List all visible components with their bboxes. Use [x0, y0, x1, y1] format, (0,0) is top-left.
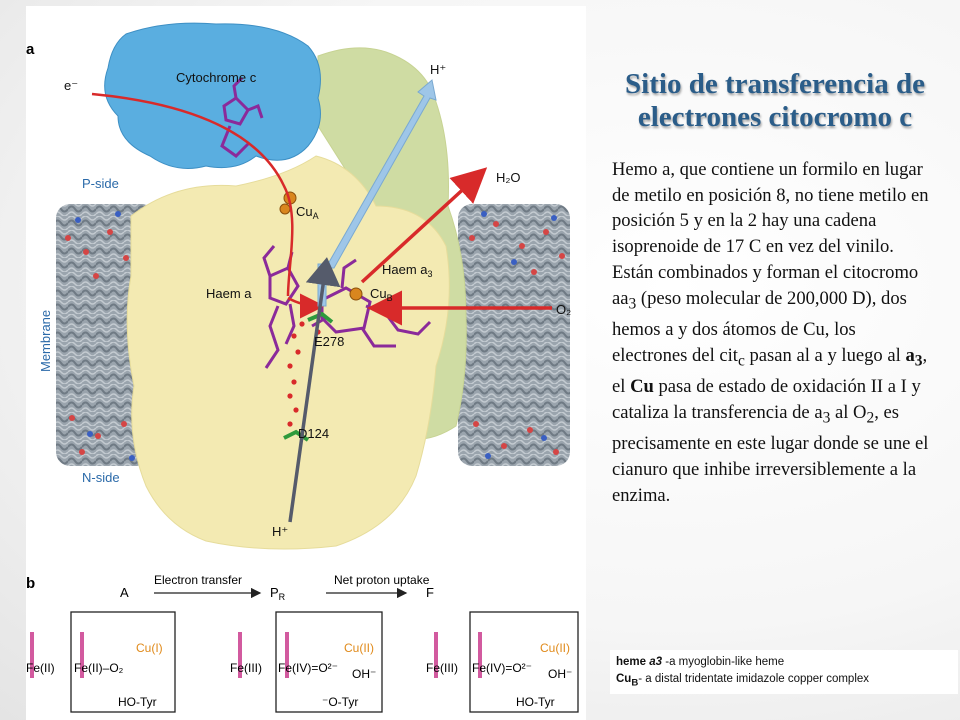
state-pr-label: PR: [270, 585, 286, 602]
d124-residue: [283, 429, 310, 442]
electron-label: e⁻: [64, 78, 78, 93]
state-f-tyr: HO-Tyr: [516, 695, 555, 709]
cu-b-atom: [349, 287, 363, 301]
cytochrome-c-blob: [104, 22, 321, 169]
e278-label: E278: [314, 334, 344, 349]
legend-box: heme a3 -a myoglobin-like heme CuB- a di…: [610, 650, 958, 694]
heme-a3: [311, 258, 432, 348]
o2-label: O₂: [556, 302, 571, 317]
legend-cub-bold: Cu: [616, 673, 632, 685]
body-p5-sub: 3: [822, 409, 831, 427]
body-paragraph: Hemo a, que contiene un formilo en lugar…: [612, 157, 932, 508]
h2o-arrow: [360, 167, 488, 284]
legend-heme-rest: -a myoglobin-like heme: [662, 656, 785, 668]
body-p6-sub: 2: [866, 409, 875, 427]
state-f-fe-mid: Fe(IV)=O²⁻: [472, 661, 532, 675]
body-p1: Hemo a, que contiene un formilo en lugar…: [612, 159, 929, 309]
substrate-proton-arrow: [288, 257, 341, 523]
electron-transfer-label: Electron transfer: [154, 573, 242, 587]
body-p3-bold-sub: 3: [914, 352, 923, 370]
body-p3: pasan al a y luego al: [744, 344, 906, 366]
figure-svg: a e⁻ Cytochrome c H⁺ H₂O P-side CuA Haem…: [26, 22, 579, 713]
legend-cub-sub: B: [631, 677, 639, 689]
legend-row-heme: heme a3 -a myoglobin-like heme: [616, 656, 784, 668]
legend-heme-italic: a3: [649, 656, 663, 668]
net-proton-uptake-label: Net proton uptake: [334, 573, 430, 587]
cu-a-label: CuA: [296, 204, 319, 221]
state-pr-tyr: ⁻O-Tyr: [322, 695, 358, 709]
panel-b-label: b: [26, 575, 35, 592]
state-a-fe-left: Fe(II): [26, 661, 55, 675]
slide-title-line2: electrones citocromo c: [637, 101, 913, 133]
state-a-cu: Cu(I): [136, 641, 163, 655]
state-box-pr: Fe(III) Fe(IV)=O²⁻ Cu(II) OH⁻ ⁻O-Tyr: [230, 611, 383, 713]
legend-heme-bold: heme: [616, 656, 650, 668]
state-pr-oh: OH⁻: [352, 667, 376, 681]
body-p4-bold: Cu: [630, 376, 654, 398]
state-a-tyr: HO-Tyr: [118, 695, 157, 709]
body-p3-bold: a: [905, 344, 915, 366]
cu-b-label: CuB: [370, 286, 393, 303]
n-side-label: N-side: [82, 470, 120, 485]
haem-a3-label: Haem a3: [382, 262, 433, 279]
h-plus-bottom-label: H⁺: [272, 524, 288, 539]
body-p7: , es precisamente en este lugar donde se…: [612, 401, 929, 506]
body-p1-sub: 3: [628, 295, 637, 313]
body-p6: al O: [830, 401, 867, 423]
proton-path-dots: [287, 321, 321, 427]
state-pr-fe-left: Fe(III): [230, 661, 262, 675]
body-p2-sub: c: [737, 352, 745, 370]
cytochrome-c-heme: [220, 76, 264, 158]
cytochrome-oxidase-figure: a e⁻ Cytochrome c H⁺ H₂O P-side CuA Haem…: [26, 6, 586, 720]
slide-title: Sitio de transferencia de electrones cit…: [590, 68, 960, 134]
cu-a-atom-2: [279, 203, 291, 215]
h2o-label: H₂O: [496, 170, 521, 185]
d124-label: D124: [298, 426, 329, 441]
legend-cub-rest: - a distal tridentate imidazole copper c…: [638, 673, 870, 685]
state-f-fe-left: Fe(III): [426, 661, 458, 675]
electron-path: [91, 92, 294, 297]
state-box-f: Fe(III) Fe(IV)=O²⁻ Cu(II) OH⁻ HO-Tyr: [426, 611, 579, 713]
state-f-label: F: [426, 585, 434, 600]
state-pr-fe-mid: Fe(IV)=O²⁻: [278, 661, 338, 675]
state-f-oh: OH⁻: [548, 667, 572, 681]
state-a-label: A: [120, 585, 129, 600]
electron-path-to-a3: [287, 293, 325, 319]
p-side-label: P-side: [82, 176, 119, 191]
state-a-fe-mid: Fe(II)–O₂: [74, 661, 124, 675]
panel-a-label: a: [26, 41, 35, 58]
membrane-label: Membrane: [38, 310, 53, 372]
body-p4: , el: [612, 344, 928, 398]
cytochrome-c-label: Cytochrome c: [176, 70, 257, 85]
haem-a-label: Haem a: [206, 286, 252, 301]
heme-a: [262, 245, 300, 369]
body-p2: (peso molecular de 200,000 D), dos hemos…: [612, 287, 907, 366]
state-box-a: Fe(II) Fe(II)–O₂ Cu(I) HO-Tyr: [26, 611, 176, 713]
legend-row-cub: CuB- a distal tridentate imidazole coppe…: [616, 673, 869, 688]
body-p5: pasa de estado de oxidación II a I y cat…: [612, 376, 921, 423]
h-plus-top-label: H⁺: [430, 62, 446, 77]
state-pr-cu: Cu(II): [344, 641, 374, 655]
yellow-subunit: [126, 155, 450, 550]
state-f-cu: Cu(II): [540, 641, 570, 655]
slide-title-line1: Sitio de transferencia de: [625, 68, 925, 100]
